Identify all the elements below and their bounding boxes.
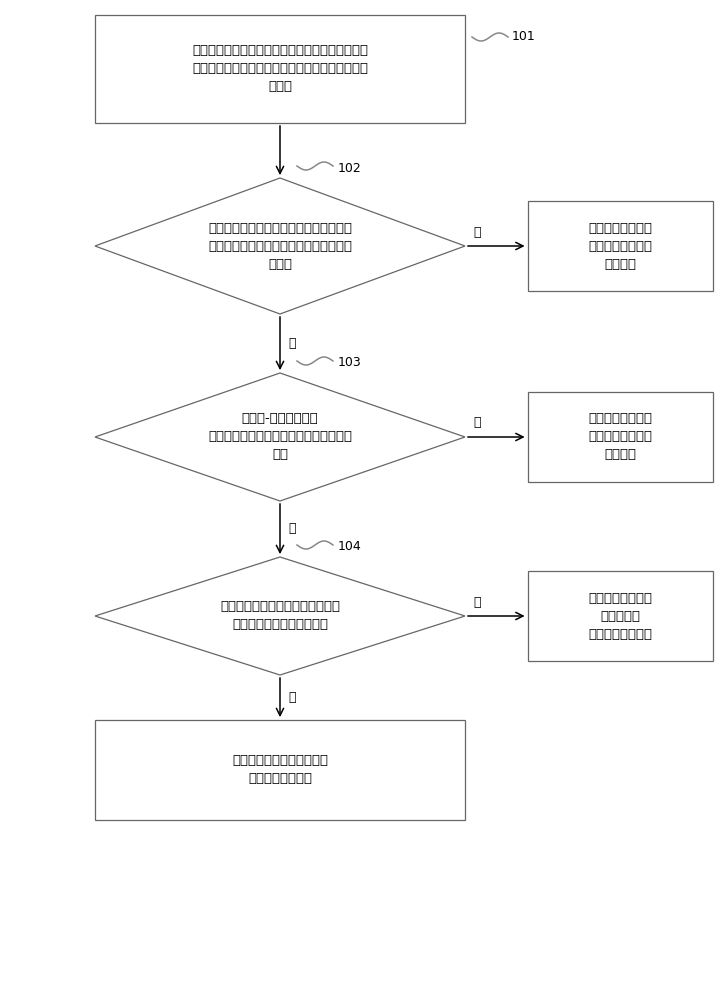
Text: 否: 否 <box>288 522 295 536</box>
Bar <box>95 720 465 820</box>
Bar <box>528 571 712 661</box>
Text: 是: 是 <box>473 226 481 238</box>
Bar <box>528 201 712 291</box>
Polygon shape <box>95 557 465 675</box>
Text: 101: 101 <box>512 30 536 43</box>
Bar <box>95 15 465 123</box>
Text: 是: 是 <box>473 416 481 430</box>
Text: 104: 104 <box>338 540 362 554</box>
Text: 102: 102 <box>338 161 362 174</box>
Text: 採用解體檢測法檢測所述待測配電
變壓器的繞組材質是否為銅: 採用解體檢測法檢測所述待測配電 變壓器的繞組材質是否為銅 <box>220 600 340 632</box>
Text: 判定所述待測配電
變壓器為合格的配
電變壓器: 判定所述待測配電 變壓器為合格的配 電變壓器 <box>588 412 652 462</box>
Text: 採用熱-電耦合測試法
檢測所述待測配電變壓器的繞組材質是否
為銅: 採用熱-電耦合測試法 檢測所述待測配電變壓器的繞組材質是否 為銅 <box>208 412 352 462</box>
Text: 判定所述待測配電變壓器為
合格的配電變壓器: 判定所述待測配電變壓器為 合格的配電變壓器 <box>232 754 328 786</box>
Polygon shape <box>95 178 465 314</box>
Text: 是: 是 <box>288 691 295 704</box>
Text: 獲取待測配電變壓器的外特性參數，所述外特性參
數是與所述待測配電變壓器的繞組材質相關的電性
能參數: 獲取待測配電變壓器的外特性參數，所述外特性參 數是與所述待測配電變壓器的繞組材質… <box>192 44 368 94</box>
Text: 否: 否 <box>473 595 481 608</box>
Text: 否: 否 <box>288 337 295 350</box>
Text: 根據所述外特性參數，利用反演計算檢測
法檢測所述待測配電變壓器的繞組材質是
否為銅: 根據所述外特性參數，利用反演計算檢測 法檢測所述待測配電變壓器的繞組材質是 否為… <box>208 222 352 270</box>
Text: 判定所述待測配電
變壓器為合格的配
電變壓器: 判定所述待測配電 變壓器為合格的配 電變壓器 <box>588 222 652 270</box>
Text: 103: 103 <box>338 357 362 369</box>
Polygon shape <box>95 373 465 501</box>
Bar <box>528 392 712 482</box>
Text: 判定所述待測配電
變壓器為不
合格的配電變壓器: 判定所述待測配電 變壓器為不 合格的配電變壓器 <box>588 591 652 641</box>
